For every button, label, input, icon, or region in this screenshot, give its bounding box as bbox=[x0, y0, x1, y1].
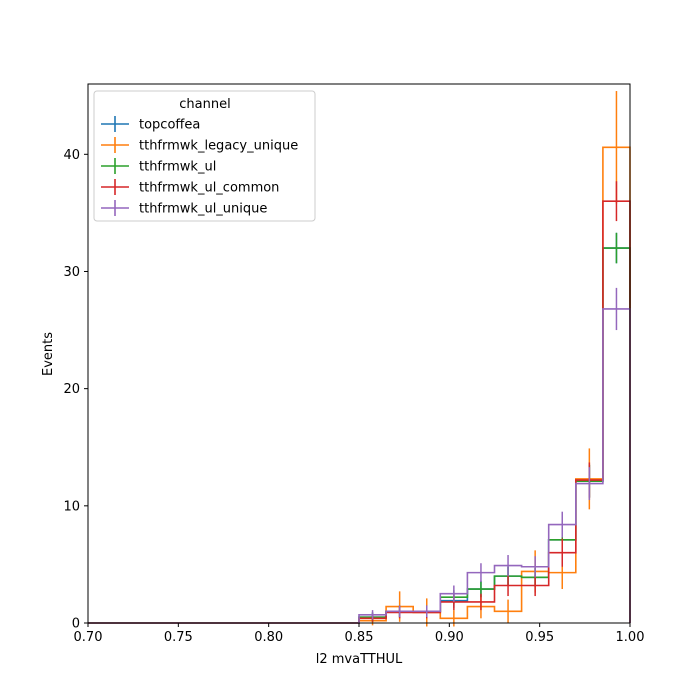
x-tick-label: 0.70 bbox=[74, 630, 103, 645]
legend-entry-tthfrmwk_ul_common: tthfrmwk_ul_common bbox=[101, 179, 279, 196]
y-axis-ticks: 0 10 20 30 40 bbox=[63, 148, 88, 632]
y-tick-label: 40 bbox=[63, 148, 80, 163]
legend-entry-topcoffea: topcoffea bbox=[101, 116, 200, 133]
x-tick-label: 0.95 bbox=[525, 630, 554, 645]
legend-label: topcoffea bbox=[139, 118, 200, 133]
x-tick-label: 0.80 bbox=[254, 630, 283, 645]
y-tick-label: 30 bbox=[63, 265, 80, 280]
y-tick-label: 10 bbox=[63, 499, 80, 514]
y-tick-label: 20 bbox=[63, 382, 80, 397]
x-tick-label: 0.90 bbox=[435, 630, 464, 645]
legend-entry-tthfrmwk_legacy_unique: tthfrmwk_legacy_unique bbox=[101, 137, 298, 154]
x-axis-label: l2 mvaTTHUL bbox=[316, 652, 403, 667]
x-tick-label: 0.85 bbox=[345, 630, 374, 645]
x-tick-label: 0.75 bbox=[164, 630, 193, 645]
legend-title: channel bbox=[179, 97, 230, 112]
y-tick-label: 0 bbox=[72, 617, 80, 632]
y-axis-label: Events bbox=[41, 332, 56, 376]
legend-entry-tthfrmwk_ul: tthfrmwk_ul bbox=[101, 158, 216, 175]
x-tick-label: 1.00 bbox=[616, 630, 645, 645]
legend-label: tthfrmwk_ul_common bbox=[139, 181, 279, 196]
legend-label: tthfrmwk_ul_unique bbox=[139, 202, 267, 217]
legend: channel topcoffeatthfrmwk_legacy_uniquet… bbox=[93, 90, 316, 222]
legend-entries: topcoffea tthfrmwk_legacy_unique tthfrmwk_… bbox=[101, 116, 298, 217]
legend-label: tthfrmwk_ul bbox=[139, 160, 216, 175]
x-axis-ticks: 0.70 0.75 0.80 0.85 0.90 0.95 1.00 bbox=[74, 623, 645, 645]
legend-entry-tthfrmwk_ul_unique: tthfrmwk_ul_unique bbox=[101, 200, 267, 217]
legend-label: tthfrmwk_legacy_unique bbox=[139, 139, 298, 154]
legend-box bbox=[93, 90, 316, 222]
